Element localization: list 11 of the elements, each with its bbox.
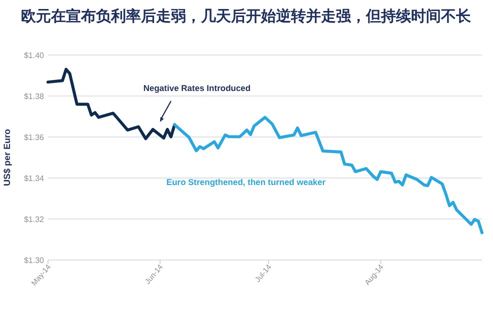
y-tick-label: $1.40 [24,51,45,60]
y-tick-label: $1.32 [24,215,45,224]
line-series [46,68,176,140]
annotation: Negative Rates Introduced [143,83,251,93]
chart-title: 欧元在宣布负利率后走弱，几天后开始逆转并走强，但持续时间不长 [21,7,472,25]
y-tick-label: $1.38 [24,92,45,101]
y-tick-label: $1.36 [24,133,45,142]
y-tick-label: $1.30 [24,256,45,265]
annotation: Euro Strengthened, then turned weaker [166,177,326,187]
y-axis-title: US$ per Euro [2,128,12,186]
y-tick-label: $1.34 [24,174,45,183]
